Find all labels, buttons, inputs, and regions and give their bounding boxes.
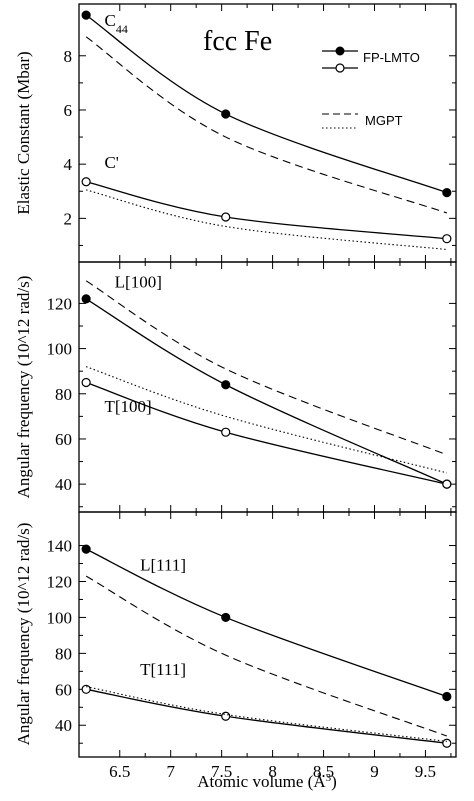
panel-111-frame — [78, 511, 457, 758]
data-point — [81, 684, 91, 694]
x-tick-label: 9.5 — [415, 762, 436, 781]
x-tick-label: 9 — [370, 762, 379, 781]
data-point — [221, 109, 231, 119]
legend-fp-open-marker — [335, 63, 345, 73]
series-line-l111-fp-lmto — [85, 548, 448, 698]
data-point — [442, 691, 452, 702]
y-tick-label: 100 — [47, 340, 73, 359]
y-tick-label: 2 — [64, 209, 73, 228]
ylabel-elastic: Elastic Constant (Mbar) — [14, 51, 33, 214]
data-point — [221, 427, 231, 437]
panel-angular-frequency-100: 40 60 80 100 120 L[100] T[100] — [47, 262, 456, 512]
series-line-t100-fp-lmto — [85, 381, 447, 485]
y-tick-label: 8 — [64, 47, 73, 66]
y-tick-label: 60 — [55, 680, 72, 699]
y-tick-label: 80 — [55, 385, 72, 404]
xlabel: Atomic volume (Å3) — [197, 772, 337, 791]
x-tick-label: 8 — [268, 762, 277, 781]
data-point — [81, 177, 91, 187]
data-point — [81, 377, 91, 388]
data-point — [81, 544, 91, 554]
data-point — [442, 188, 452, 198]
y-tick-label: 120 — [47, 572, 73, 591]
series-line-c-fp-lmto — [85, 181, 447, 240]
y-tick-label: 6 — [64, 101, 73, 120]
x-tick-label: 7 — [166, 762, 175, 781]
x-tick-label: 8.5 — [313, 762, 334, 781]
y-tick-label: 140 — [47, 537, 73, 556]
panel-angular-frequency-111: 40 60 80 100 120 140 6.5 7 7.5 8 8.5 9 9.5 L[111] T[11… — [47, 512, 456, 781]
x-tick-label: 6.5 — [109, 762, 130, 781]
x-tick-label: 7.5 — [211, 762, 232, 781]
data-point — [221, 380, 231, 390]
data-point — [221, 212, 231, 222]
figure-title: fcc Fe — [203, 26, 272, 57]
y-tick-label: 100 — [47, 608, 73, 627]
series-line-l111-mgpt — [85, 575, 448, 737]
data-point — [442, 479, 452, 489]
series-line-l100-mgpt — [85, 280, 448, 456]
series-annotation: T[100] — [104, 397, 151, 416]
data-point — [221, 711, 231, 721]
data-point — [442, 234, 452, 244]
data-point — [442, 738, 452, 748]
data-point — [81, 294, 91, 304]
series-annotation: T[111] — [140, 660, 186, 679]
series-line-t111-fp-lmto — [86, 688, 447, 744]
data-point — [81, 10, 91, 20]
y-tick-label: 120 — [47, 294, 73, 313]
legend: FP-LMTO MGPT — [322, 46, 420, 129]
ylabel-angular-111: Angular frequency (10^12 rad/s) — [14, 523, 33, 746]
legend-fp-lmto-label: FP-LMTO — [363, 50, 420, 65]
legend-mgpt-label: MGPT — [365, 113, 403, 128]
series-annotation: L[111] — [140, 556, 186, 575]
series-annotation: C' — [104, 153, 118, 172]
series-annotation: L[100] — [115, 273, 162, 292]
y-tick-label: 60 — [55, 430, 72, 449]
ylabel-angular-100: Angular frequency (10^12 rad/s) — [14, 276, 33, 499]
y-tick-label: 4 — [64, 155, 73, 174]
series-line-l100-fp-lmto — [85, 298, 448, 485]
y-tick-label: 40 — [55, 475, 72, 494]
series-line-c-mgpt — [85, 189, 447, 251]
series-line-t111-mgpt — [86, 686, 447, 742]
y-tick-label: 80 — [55, 644, 72, 663]
series-line-t100-mgpt — [85, 366, 447, 474]
data-point — [221, 612, 231, 623]
y-tick-label: 40 — [55, 716, 72, 735]
legend-fp-filled-marker — [335, 46, 345, 56]
series-line-c44-mgpt — [85, 36, 448, 214]
